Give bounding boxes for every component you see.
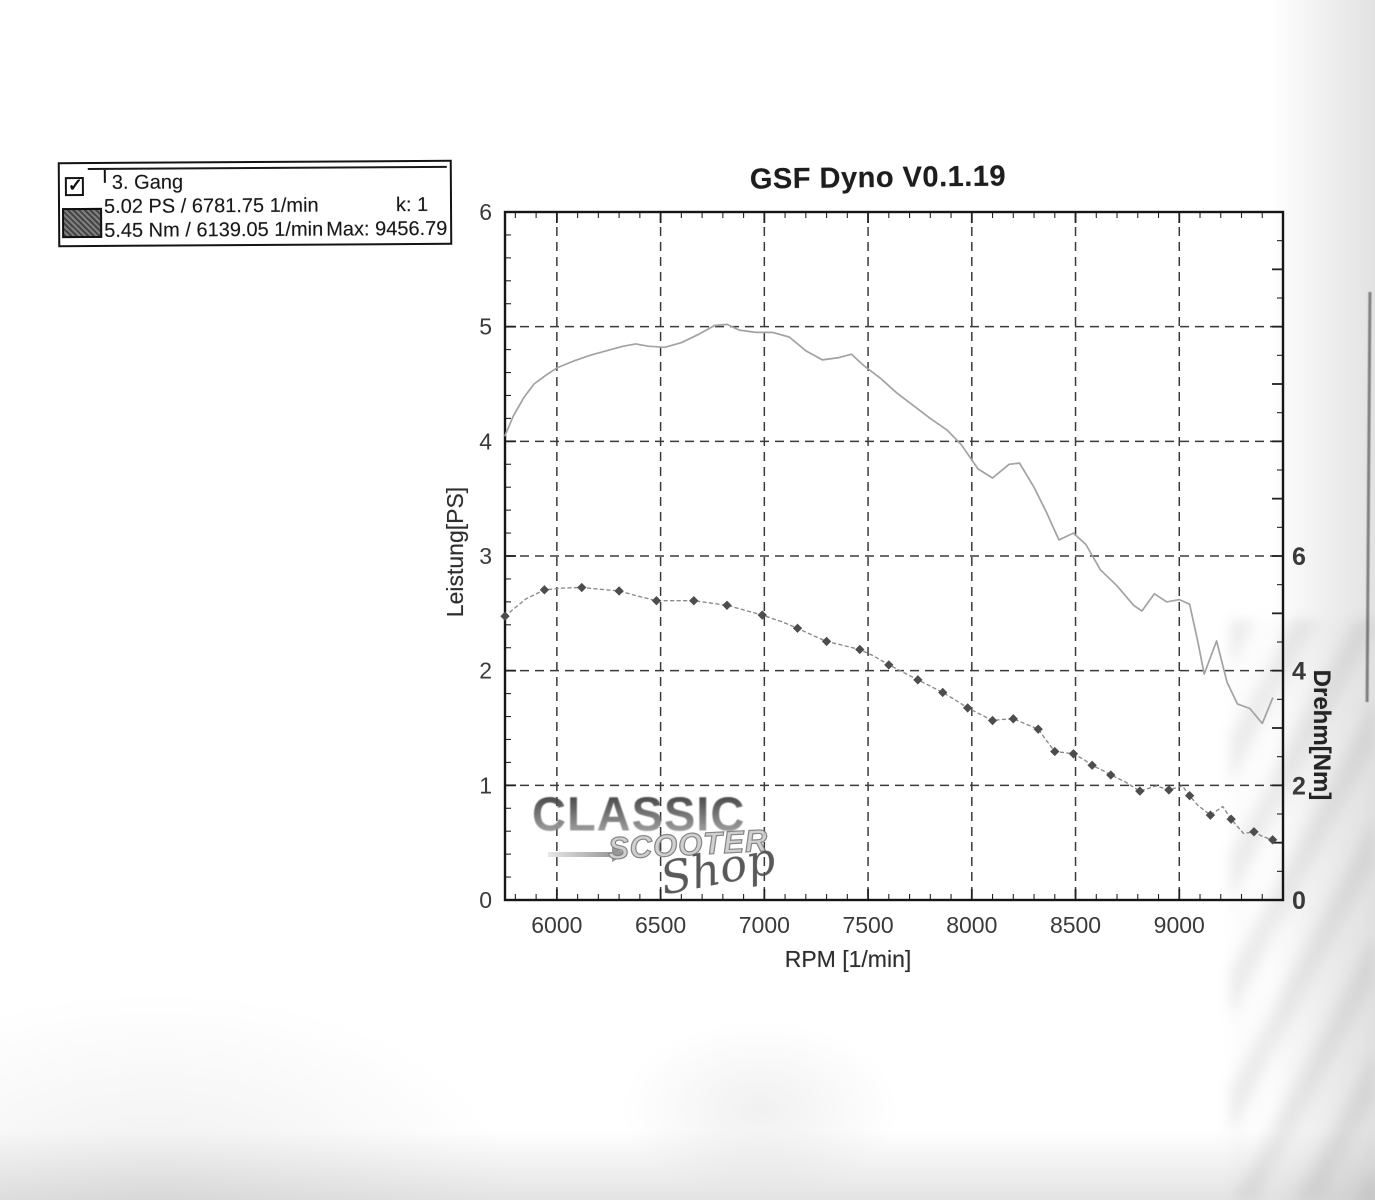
- scan-shading-bottom-left: [0, 990, 520, 1200]
- svg-text:3: 3: [479, 543, 492, 569]
- scan-shading-bottom: [0, 1130, 1375, 1200]
- svg-text:1: 1: [479, 772, 492, 798]
- power-curve: [504, 323, 1274, 725]
- svg-text:6000: 6000: [531, 912, 582, 938]
- tick-labels: 6000 6500 7000 7500 8000 8500 9000 0 1 2 3 4 5 6 0 2 4 6: [479, 199, 1306, 938]
- left-axis-label: Leistung[PS]: [442, 486, 468, 618]
- gridlines: [505, 212, 1283, 900]
- svg-text:0: 0: [1292, 887, 1306, 915]
- scan-shading-right: [1270, 0, 1375, 1200]
- arrow-icon: [548, 852, 614, 857]
- dyno-chart: 6000 6500 7000 7500 8000 8500 9000 0 1 2 3 4 5 6 0 2 4 6: [479, 199, 1306, 938]
- gear-label: 3. Gang: [111, 171, 184, 194]
- legend-torque-row: 5.45 Nm / 6139.05 1/min Max: 9456.79: [104, 218, 447, 243]
- svg-text:4: 4: [479, 428, 492, 454]
- power-peak-readout: 5.02 PS / 6781.75 1/min: [103, 194, 319, 218]
- torque-peak-readout: 5.45 Nm / 6139.05 1/min: [104, 218, 324, 242]
- svg-text:6: 6: [479, 199, 492, 225]
- svg-text:8500: 8500: [1050, 912, 1101, 938]
- gear-checkbox[interactable]: ✓: [64, 175, 84, 197]
- chart-title: GSF Dyno V0.1.19: [749, 160, 1007, 196]
- svg-text:9000: 9000: [1154, 912, 1205, 938]
- watermark-classic-text: CLASSIC: [532, 786, 746, 841]
- svg-text:2: 2: [1292, 772, 1306, 800]
- k-factor-readout: k: 1: [395, 193, 429, 217]
- right-axis-label: Drehm[Nm]: [1308, 669, 1335, 801]
- legend-field-tick: [103, 169, 106, 183]
- svg-text:6: 6: [1292, 543, 1306, 571]
- svg-text:4: 4: [1292, 658, 1306, 686]
- scan-smudge-bottom-center: [620, 1020, 900, 1200]
- svg-text:6500: 6500: [635, 912, 686, 938]
- svg-text:7000: 7000: [739, 912, 790, 938]
- classic-scooter-shop-watermark: CLASSIC SCOOTER Shop: [520, 780, 820, 910]
- max-rpm-readout: Max: 9456.79: [326, 217, 448, 241]
- svg-text:2: 2: [479, 658, 492, 684]
- scan-shading-right-lower: [1230, 620, 1375, 1200]
- x-axis-label: RPM [1/min]: [784, 946, 912, 972]
- series-color-swatch: [62, 207, 103, 239]
- svg-text:8000: 8000: [946, 912, 997, 938]
- plot-frame: [503, 210, 1285, 902]
- svg-text:0: 0: [479, 887, 492, 913]
- dyno-legend-panel: ✓ 3. Gang 5.02 PS / 6781.75 1/min k: 1 5…: [57, 159, 453, 248]
- checkmark-icon: ✓: [67, 175, 84, 196]
- legend-top-rule: [87, 165, 447, 171]
- svg-text:7500: 7500: [842, 912, 893, 938]
- legend-power-row: 5.02 PS / 6781.75 1/min k: 1: [103, 194, 428, 219]
- svg-text:5: 5: [479, 314, 492, 340]
- arrow-head-icon: [612, 846, 626, 862]
